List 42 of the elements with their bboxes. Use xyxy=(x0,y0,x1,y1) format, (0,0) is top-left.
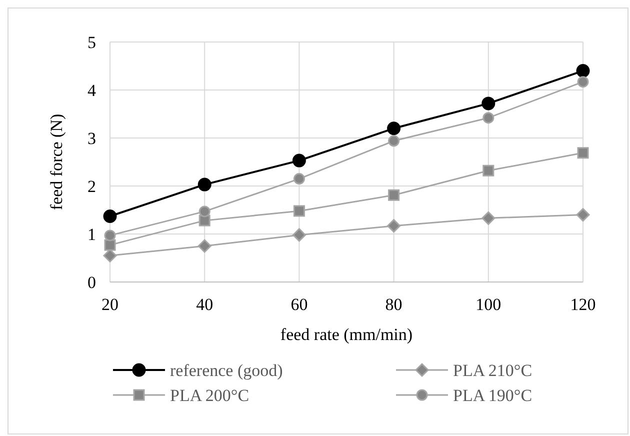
y-tick-label: 3 xyxy=(88,128,96,148)
y-tick-label: 0 xyxy=(88,272,96,292)
legend-label: PLA 190°C xyxy=(453,386,532,405)
y-tick-label: 4 xyxy=(88,80,96,100)
point xyxy=(576,64,590,78)
point xyxy=(292,228,306,242)
y-tick-label: 2 xyxy=(88,176,96,196)
x-axis-title: feed rate (mm/min) xyxy=(280,325,413,344)
x-tick-label: 120 xyxy=(570,295,596,314)
point xyxy=(198,178,212,192)
point xyxy=(198,214,210,226)
point xyxy=(293,173,305,185)
point xyxy=(198,239,212,253)
point xyxy=(103,209,117,223)
point xyxy=(388,135,400,147)
point xyxy=(577,76,589,88)
point xyxy=(482,211,496,225)
point xyxy=(387,219,401,233)
point xyxy=(482,112,494,124)
point xyxy=(388,189,400,201)
y-tick-label: 1 xyxy=(88,224,96,244)
x-tick-label: 100 xyxy=(476,295,502,314)
point xyxy=(576,208,590,222)
x-tick-label: 60 xyxy=(290,295,308,314)
y-tick-label: 5 xyxy=(88,32,96,52)
point xyxy=(198,206,210,218)
point xyxy=(293,205,305,217)
point xyxy=(577,147,589,159)
x-tick-label: 40 xyxy=(196,295,214,314)
point xyxy=(104,230,116,242)
legend-label: PLA 210°C xyxy=(453,360,532,380)
legend-label: PLA 200°C xyxy=(170,386,250,405)
x-tick-label: 20 xyxy=(102,295,118,314)
point xyxy=(104,239,116,251)
point xyxy=(482,96,496,110)
x-tick-label: 80 xyxy=(385,295,402,314)
y-axis-title: feed force (N) xyxy=(47,114,66,210)
point xyxy=(103,248,117,262)
point xyxy=(387,122,401,136)
point xyxy=(482,164,494,176)
legend-label: reference (good) xyxy=(170,360,283,380)
point xyxy=(292,154,306,168)
